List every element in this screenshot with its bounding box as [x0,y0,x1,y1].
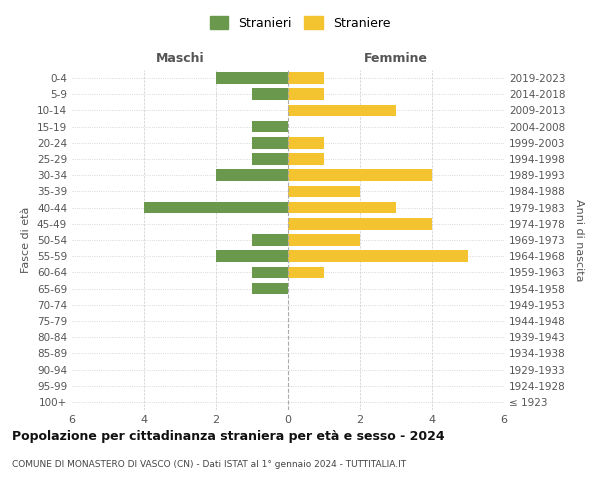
Y-axis label: Fasce di età: Fasce di età [22,207,31,273]
Bar [252,137,288,148]
Legend: Stranieri, Straniere: Stranieri, Straniere [205,11,395,35]
Text: Popolazione per cittadinanza straniera per età e sesso - 2024: Popolazione per cittadinanza straniera p… [12,430,445,443]
Bar [288,170,432,181]
Text: COMUNE DI MONASTERO DI VASCO (CN) - Dati ISTAT al 1° gennaio 2024 - TUTTITALIA.I: COMUNE DI MONASTERO DI VASCO (CN) - Dati… [12,460,406,469]
Bar [288,186,360,198]
Bar [288,250,468,262]
Bar [252,282,288,294]
Bar [288,266,324,278]
Bar [288,234,360,246]
Text: Femmine: Femmine [364,52,428,65]
Bar [288,218,432,230]
Bar [252,88,288,100]
Bar [252,153,288,165]
Y-axis label: Anni di nascita: Anni di nascita [574,198,584,281]
Bar [216,170,288,181]
Bar [288,202,396,213]
Bar [288,72,324,84]
Bar [288,88,324,100]
Bar [288,153,324,165]
Text: Maschi: Maschi [155,52,205,65]
Bar [252,266,288,278]
Bar [216,250,288,262]
Bar [216,72,288,84]
Bar [288,137,324,148]
Bar [252,234,288,246]
Bar [252,121,288,132]
Bar [288,104,396,117]
Bar [144,202,288,213]
